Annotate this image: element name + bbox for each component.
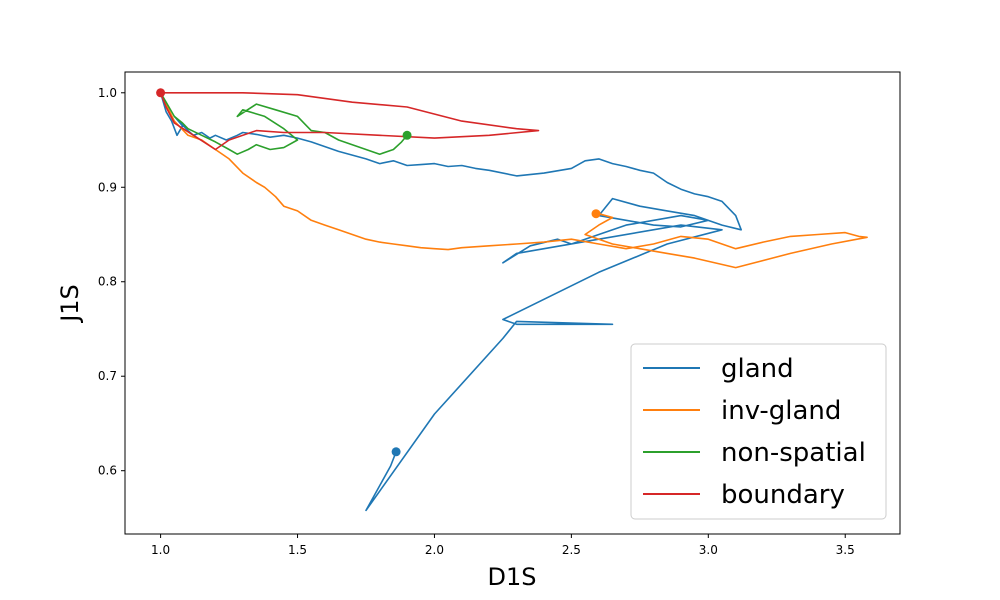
series-line-inv-gland	[159, 92, 868, 269]
legend: gland inv-gland non-spatial boundary	[630, 343, 887, 520]
end-marker-layer	[156, 88, 601, 457]
legend-label-non-spatial: non-spatial	[721, 438, 866, 468]
legend-label-inv-gland: inv-gland	[721, 396, 841, 426]
plot-frame	[124, 71, 901, 535]
end-marker-non-spatial	[402, 130, 412, 140]
legend-label-gland: gland	[721, 354, 794, 384]
end-marker-boundary	[156, 88, 166, 98]
y-tick-label: 1.0	[98, 86, 117, 100]
x-tick-label: 3.0	[699, 543, 718, 557]
x-tick-label: 1.0	[151, 543, 170, 557]
y-tick-label: 0.8	[98, 275, 117, 289]
x-axis-label: D1S	[488, 563, 537, 591]
y-tick-label: 0.7	[98, 369, 117, 383]
x-tick-label: 2.0	[425, 543, 444, 557]
x-tick-label: 2.5	[562, 543, 581, 557]
end-marker-gland	[391, 447, 401, 457]
end-marker-inv-gland	[591, 209, 601, 219]
series-line-non-spatial	[159, 92, 408, 155]
series-line-boundary	[159, 92, 540, 151]
x-tick-label: 1.5	[288, 543, 307, 557]
y-axis-ticks: 0.6 0.7 0.8 0.9 1.0	[98, 86, 125, 478]
legend-box	[630, 343, 887, 520]
x-axis-ticks: 1.0 1.5 2.0 2.5 3.0 3.5	[151, 534, 855, 557]
series-layer	[159, 92, 868, 512]
legend-label-boundary: boundary	[721, 480, 845, 510]
y-tick-label: 0.9	[98, 180, 117, 194]
y-tick-label: 0.6	[98, 464, 117, 478]
x-tick-label: 3.5	[836, 543, 855, 557]
y-axis-label: J1S	[56, 284, 84, 324]
